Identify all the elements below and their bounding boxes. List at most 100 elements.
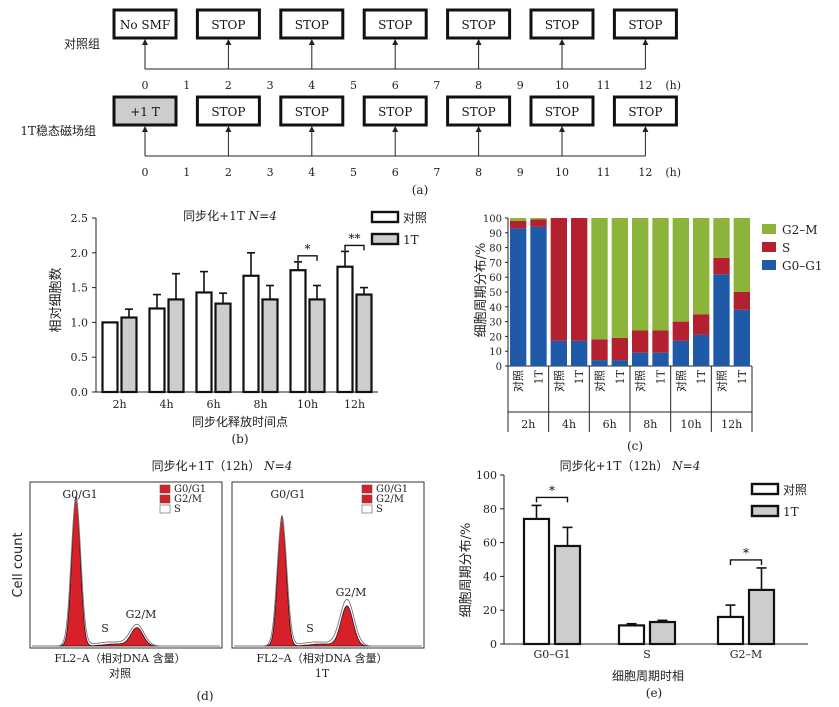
panel-c-seg-0-11 bbox=[733, 309, 750, 366]
panel-c-xtick-3: 1T bbox=[573, 369, 586, 384]
stop-arrowhead-1-0 bbox=[225, 126, 232, 132]
panel-c-seg-0-9 bbox=[693, 334, 710, 366]
stop-box-label-0-5: STOP bbox=[628, 18, 662, 32]
panel-b-sig-mark-0: * bbox=[305, 242, 311, 256]
panel-d-name-1: 1T bbox=[315, 667, 330, 680]
stop-arrowhead-1-1 bbox=[308, 126, 315, 132]
time-tick-1-11: 11 bbox=[597, 166, 611, 179]
time-tick-0-10: 10 bbox=[555, 79, 569, 92]
stop-box-label-0-3: STOP bbox=[462, 18, 496, 32]
panel-c-xtick-5: 1T bbox=[614, 369, 627, 384]
panel-c-ytick-label-7: 70 bbox=[489, 258, 502, 269]
panel-d-legend-swatch-1-2 bbox=[361, 504, 373, 514]
panel-e-ytick-label-2: 40 bbox=[483, 570, 497, 583]
panel-c-seg-2-4 bbox=[591, 218, 608, 340]
panel-d-frame-0 bbox=[29, 481, 223, 649]
panel-c-ytick-label-3: 30 bbox=[489, 318, 502, 329]
panel-d-g2m-label-0: G2/M bbox=[126, 608, 157, 621]
panel-d-xlabel-1: FL2–A（相对DNA 含量） bbox=[256, 651, 387, 665]
panel-c-seg-1-2 bbox=[550, 218, 567, 341]
time-tick-1-10: 10 bbox=[555, 166, 569, 179]
panel-b-sig-mark-1: ** bbox=[349, 231, 361, 245]
start-box-label-0: No SMF bbox=[120, 18, 170, 32]
panel-d-legend-swatch-0-1 bbox=[159, 494, 171, 504]
stop-arrowhead-0-4 bbox=[559, 39, 565, 45]
panel-e-sig-mark-0: * bbox=[549, 483, 555, 497]
panel-b-bar-1-4 bbox=[308, 298, 326, 394]
panel-c-seg-0-8 bbox=[672, 340, 689, 366]
stop-arrowhead-0-3 bbox=[475, 39, 482, 45]
panel-c-seg-2-7 bbox=[652, 218, 669, 331]
panel-b-bar-1-2 bbox=[214, 302, 232, 394]
panel-c-xtick-9: 1T bbox=[695, 369, 708, 384]
stop-box-label-1-0: STOP bbox=[211, 105, 245, 119]
time-tick-0-9: 9 bbox=[517, 79, 524, 92]
stop-box-label-1-1: STOP bbox=[295, 105, 329, 119]
panel-d-xlabel-0: FL2–A（相对DNA 含量） bbox=[54, 651, 185, 665]
panel-c-seg-0-7 bbox=[652, 352, 669, 366]
panel-b-bar-1-5 bbox=[355, 293, 373, 394]
panel-c-seg-1-5 bbox=[611, 337, 628, 361]
panel-b-bar-0-3 bbox=[242, 274, 260, 394]
stop-box-label-0-1: STOP bbox=[295, 18, 329, 32]
panel-a-label: (a) bbox=[412, 183, 429, 197]
start-arrowhead-1 bbox=[142, 126, 148, 132]
time-tick-0-1: 1 bbox=[183, 79, 190, 92]
panel-e-ytick-label-5: 100 bbox=[476, 469, 497, 482]
panel-c-group-label-5: 12h bbox=[721, 418, 742, 431]
panel-c-seg-1-1 bbox=[530, 219, 547, 227]
panel-e-ylabel: 细胞周期分布/% bbox=[459, 523, 474, 618]
panel-c-xtick-4: 对照 bbox=[593, 370, 607, 392]
panel-e-legend-label-0: 对照 bbox=[783, 483, 807, 497]
panel-c-ytick-label-10: 100 bbox=[483, 214, 502, 225]
panel-c-ytick-label-4: 40 bbox=[489, 303, 502, 314]
panel-e-ytick-label-0: 0 bbox=[490, 638, 497, 651]
panel-b-ytick-label-1: 0.5 bbox=[71, 351, 89, 364]
panel-c-legend-label-2: G0–G1 bbox=[782, 259, 822, 273]
panel-b-sig-bracket-0 bbox=[297, 255, 318, 261]
panel-c-seg-1-7 bbox=[652, 330, 669, 353]
panel-c-ylabel: 细胞周期分布/% bbox=[474, 243, 489, 338]
panel-c-seg-0-1 bbox=[530, 226, 547, 366]
panel-b-xtick-5: 12h bbox=[344, 398, 365, 411]
panel-d-g0g1-label-1: G0/G1 bbox=[270, 488, 305, 501]
panel-c-seg-1-10 bbox=[713, 257, 730, 275]
panel-b-xtick-0: 2h bbox=[112, 398, 126, 411]
stop-box-1-1 bbox=[279, 95, 345, 127]
stop-arrowhead-0-1 bbox=[308, 39, 315, 45]
panel-c-seg-1-9 bbox=[693, 314, 710, 335]
panel-d-legend-label-0-2: S bbox=[174, 504, 181, 515]
panel-b-ytick-label-3: 1.5 bbox=[71, 282, 89, 295]
stop-box-label-1-2: STOP bbox=[378, 105, 412, 119]
time-unit-0: (h) bbox=[665, 79, 681, 92]
panel-d-label: (d) bbox=[196, 689, 213, 703]
panel-b-bar-0-1 bbox=[148, 307, 166, 394]
stop-box-label-0-4: STOP bbox=[545, 18, 579, 32]
stop-box-label-1-3: STOP bbox=[462, 105, 496, 119]
panel-b-legend-label-1: 1T bbox=[403, 233, 419, 247]
panel-e-bar-1-0 bbox=[553, 544, 582, 646]
panel-c-seg-2-9 bbox=[693, 218, 710, 315]
panel-b-legend-swatch-0 bbox=[370, 210, 400, 224]
start-arrowhead-0 bbox=[142, 39, 148, 45]
panel-d-frame-1 bbox=[231, 481, 425, 649]
time-tick-0-5: 5 bbox=[350, 79, 357, 92]
panel-d-histogram-outline-0 bbox=[32, 497, 220, 647]
panel-c-xtick-8: 对照 bbox=[674, 370, 688, 392]
panel-b-xtick-1: 4h bbox=[159, 398, 173, 411]
panel-d-legend-label-0-1: G2/M bbox=[174, 494, 202, 505]
panel-e-ytick-label-4: 80 bbox=[483, 503, 497, 516]
panel-c-seg-1-8 bbox=[672, 321, 689, 341]
time-tick-1-3: 3 bbox=[267, 166, 274, 179]
stop-arrowhead-0-2 bbox=[392, 39, 399, 45]
time-unit-1: (h) bbox=[665, 166, 681, 179]
time-tick-0-12: 12 bbox=[638, 79, 652, 92]
panel-d-legend-label-1-0: G0/G1 bbox=[376, 484, 408, 495]
stop-box-0-2 bbox=[362, 8, 428, 40]
panel-c-label: (c) bbox=[627, 439, 643, 453]
time-tick-0-6: 6 bbox=[392, 79, 399, 92]
panel-c-legend-label-0: G2–M bbox=[782, 223, 818, 237]
panel-c-seg-0-0 bbox=[510, 228, 527, 366]
stop-box-1-3 bbox=[446, 95, 512, 127]
